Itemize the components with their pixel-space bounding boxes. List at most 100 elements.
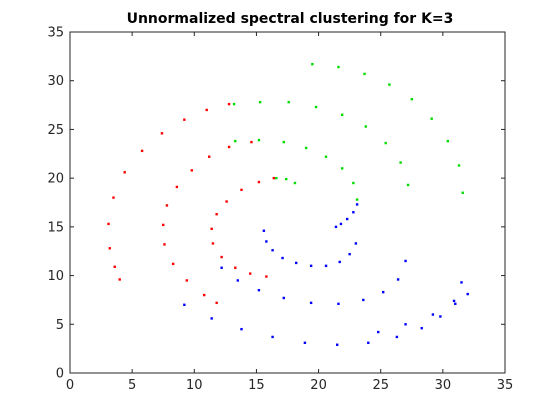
- cluster-1-point: [190, 169, 193, 172]
- cluster-3-point: [454, 302, 457, 306]
- cluster-1-point: [185, 279, 189, 282]
- y-tick-label: 5: [56, 318, 64, 333]
- cluster-3-point: [362, 298, 365, 302]
- cluster-2-point: [446, 139, 450, 143]
- cluster-2-point: [314, 105, 318, 109]
- cluster-3-point: [404, 259, 407, 263]
- cluster-2-point: [304, 146, 308, 150]
- cluster-3-point: [309, 301, 313, 305]
- cluster-1-point: [108, 247, 111, 250]
- cluster-3-point: [396, 278, 400, 281]
- cluster-1-point: [162, 223, 165, 227]
- cluster-2-point: [340, 167, 344, 170]
- cluster-1-point: [234, 266, 237, 269]
- cluster-2-point: [355, 198, 359, 201]
- cluster-1-point: [265, 275, 268, 278]
- cluster-3-point: [348, 252, 351, 256]
- cluster-1-point: [112, 196, 115, 199]
- y-tick-label: 25: [47, 123, 64, 138]
- cluster-3-point: [345, 217, 349, 221]
- cluster-2-point: [311, 62, 314, 66]
- cluster-1-point: [211, 242, 215, 245]
- cluster-1-point: [118, 278, 121, 281]
- y-tick-label: 0: [56, 367, 64, 382]
- cluster-3-point: [240, 327, 243, 331]
- cluster-2-point: [384, 141, 387, 145]
- x-tick-label: 5: [128, 378, 136, 393]
- cluster-1-point: [163, 243, 166, 246]
- x-tick-label: 35: [497, 378, 514, 393]
- points-layer: [107, 62, 469, 346]
- cluster-3-point: [431, 313, 435, 316]
- cluster-1-point: [257, 180, 261, 184]
- axes-layer: 0 5 10 15 20 25 30 35 0 5 10 15 20 25 30 35: [47, 26, 513, 394]
- y-tick-label: 20: [47, 172, 64, 187]
- cluster-3-point: [334, 225, 338, 229]
- cluster-1-point: [249, 272, 252, 275]
- cluster-1-point: [165, 204, 169, 207]
- cluster-3-point: [262, 229, 266, 232]
- cluster-1-point: [203, 293, 206, 297]
- x-tick-label: 25: [372, 378, 389, 393]
- y-tick-label: 15: [47, 220, 64, 235]
- x-tick-label: 0: [66, 378, 74, 393]
- y-tick-label: 35: [47, 26, 64, 41]
- cluster-3-point: [420, 326, 423, 330]
- cluster-3-point: [265, 240, 268, 243]
- cluster-3-point: [466, 292, 469, 296]
- cluster-2-point: [287, 100, 290, 104]
- cluster-3-point: [452, 299, 456, 303]
- cluster-3-point: [460, 281, 463, 284]
- cluster-1-point: [107, 222, 110, 226]
- cluster-3-point: [257, 288, 261, 292]
- cluster-2-point: [293, 181, 297, 185]
- cluster-2-point: [399, 161, 402, 164]
- cluster-1-point: [250, 140, 253, 144]
- cluster-2-point: [352, 181, 355, 185]
- cluster-1-point: [227, 145, 231, 149]
- cluster-1-point: [227, 102, 231, 106]
- cluster-1-point: [183, 118, 186, 121]
- cluster-3-point: [439, 315, 442, 318]
- cluster-3-point: [404, 323, 407, 326]
- cluster-2-point: [457, 164, 461, 167]
- cluster-3-point: [303, 341, 307, 344]
- cluster-1-point: [215, 212, 218, 216]
- cluster-2-point: [388, 83, 391, 86]
- x-tick-label: 20: [310, 378, 327, 393]
- cluster-3-point: [337, 302, 340, 306]
- cluster-2-point: [363, 72, 366, 76]
- cluster-2-point: [282, 140, 285, 144]
- cluster-1-point: [225, 200, 228, 203]
- cluster-2-point: [461, 191, 464, 194]
- cluster-2-point: [234, 139, 237, 143]
- cluster-3-point: [355, 203, 359, 206]
- cluster-2-point: [410, 98, 413, 101]
- cluster-2-point: [285, 177, 288, 181]
- cluster-2-point: [337, 65, 340, 69]
- cluster-3-point: [367, 341, 370, 344]
- cluster-3-point: [236, 279, 239, 282]
- plot-box: [69, 31, 506, 374]
- y-tick-label: 30: [47, 74, 64, 89]
- cluster-2-point: [364, 125, 367, 128]
- cluster-3-point: [338, 260, 341, 264]
- cluster-1-point: [208, 155, 211, 158]
- y-tick-label: 10: [47, 269, 64, 284]
- x-tick-label: 10: [186, 378, 203, 393]
- cluster-1-point: [113, 265, 116, 268]
- cluster-2-point: [430, 117, 433, 120]
- cluster-1-point: [220, 255, 223, 259]
- cluster-1-point: [160, 132, 164, 135]
- cluster-3-point: [339, 222, 343, 226]
- cluster-3-point: [220, 266, 223, 269]
- cluster-1-point: [123, 171, 126, 174]
- cluster-3-point: [271, 249, 274, 252]
- cluster-3-point: [395, 335, 399, 339]
- cluster-3-point: [271, 335, 274, 339]
- cluster-3-point: [336, 343, 339, 346]
- cluster-3-point: [377, 330, 380, 334]
- cluster-3-point: [183, 303, 186, 306]
- chart-title: Unnormalized spectral clustering for K=3: [127, 11, 454, 27]
